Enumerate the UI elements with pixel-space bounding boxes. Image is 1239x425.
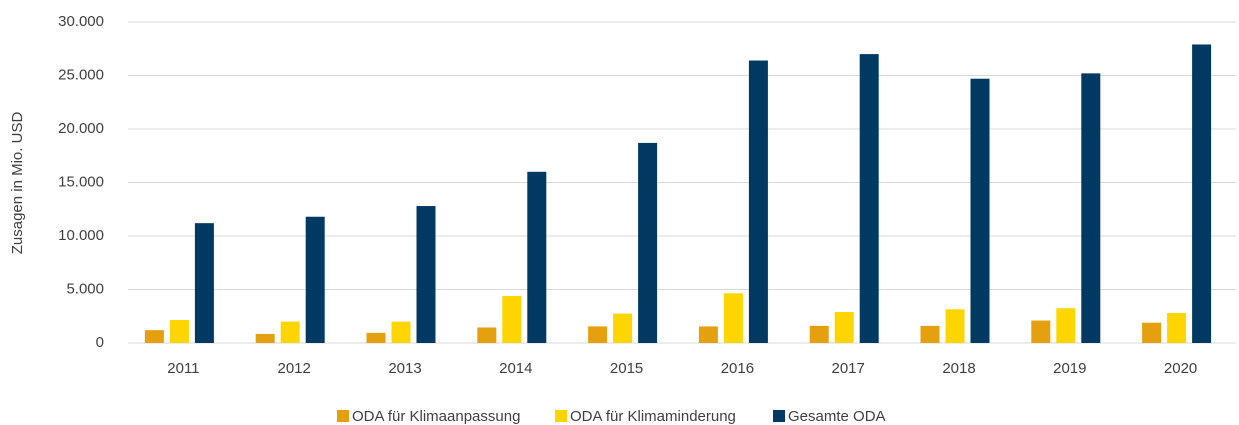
y-tick-label: 5.000	[66, 280, 104, 297]
y-tick-label: 15.000	[58, 173, 104, 190]
x-tick-label: 2016	[721, 360, 754, 377]
bar	[1081, 73, 1101, 344]
bar	[416, 206, 436, 343]
legend-swatch	[337, 410, 349, 422]
x-tick-label: 2012	[278, 360, 311, 377]
bar	[305, 216, 325, 343]
y-tick-label: 25.000	[58, 66, 104, 83]
bar	[809, 325, 829, 343]
bar	[144, 330, 164, 343]
bar	[194, 223, 214, 343]
bar	[613, 313, 633, 343]
x-tick-label: 2011	[167, 360, 199, 377]
bar	[1056, 308, 1076, 343]
legend-swatch	[555, 410, 567, 422]
bar	[748, 60, 768, 344]
bar	[1142, 322, 1162, 343]
bar	[723, 293, 743, 343]
bar	[169, 319, 189, 343]
y-tick-label: 20.000	[58, 120, 104, 137]
x-tick-label: 2014	[499, 360, 532, 377]
bar	[588, 326, 608, 343]
bar	[502, 295, 522, 343]
bar	[255, 333, 275, 343]
bar	[970, 78, 990, 344]
legend-label: Gesamte ODA	[788, 408, 886, 425]
bar	[391, 321, 411, 343]
x-tick-label: 2013	[388, 360, 421, 377]
bar	[834, 311, 854, 343]
bar	[698, 326, 718, 343]
bar	[638, 142, 658, 343]
bar	[527, 171, 547, 343]
bar	[1192, 44, 1212, 343]
x-tick-label: 2019	[1053, 360, 1086, 377]
bar	[1167, 313, 1187, 343]
y-tick-label: 10.000	[58, 227, 104, 244]
bar	[1031, 320, 1051, 343]
bar	[920, 325, 940, 343]
legend-label: ODA für Klimaanpassung	[352, 408, 520, 425]
x-tick-label: 2017	[832, 360, 865, 377]
y-axis-label: Zusagen in Mio. USD	[9, 112, 26, 255]
bar	[945, 309, 965, 343]
legend-label: ODA für Klimaminderung	[570, 408, 736, 425]
bar	[280, 321, 300, 343]
y-tick-label: 30.000	[58, 13, 104, 30]
bar	[366, 332, 386, 343]
x-tick-label: 2018	[942, 360, 975, 377]
bar	[859, 54, 879, 343]
legend-swatch	[773, 410, 785, 422]
x-tick-label: 2020	[1164, 360, 1197, 377]
y-tick-label: 0	[96, 334, 104, 351]
bar	[477, 327, 497, 343]
x-tick-label: 2015	[610, 360, 643, 377]
